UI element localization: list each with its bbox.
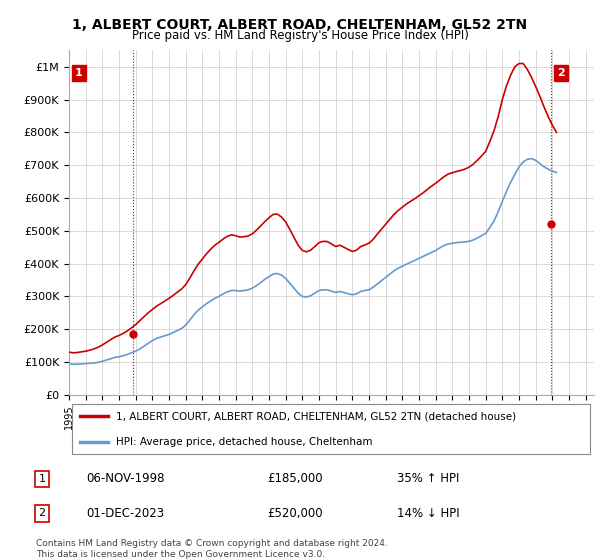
Text: 35% ↑ HPI: 35% ↑ HPI — [397, 472, 459, 485]
Text: 1, ALBERT COURT, ALBERT ROAD, CHELTENHAM, GL52 2TN (detached house): 1, ALBERT COURT, ALBERT ROAD, CHELTENHAM… — [116, 412, 517, 421]
Text: Contains HM Land Registry data © Crown copyright and database right 2024.
This d: Contains HM Land Registry data © Crown c… — [36, 539, 388, 559]
Text: HPI: Average price, detached house, Cheltenham: HPI: Average price, detached house, Chel… — [116, 437, 373, 446]
Text: 1, ALBERT COURT, ALBERT ROAD, CHELTENHAM, GL52 2TN: 1, ALBERT COURT, ALBERT ROAD, CHELTENHAM… — [73, 18, 527, 32]
FancyBboxPatch shape — [71, 404, 590, 454]
Text: £520,000: £520,000 — [267, 507, 323, 520]
Text: 14% ↓ HPI: 14% ↓ HPI — [397, 507, 459, 520]
Text: 1: 1 — [38, 474, 46, 484]
Text: £185,000: £185,000 — [267, 472, 323, 485]
Text: 1: 1 — [75, 68, 83, 78]
Text: Price paid vs. HM Land Registry's House Price Index (HPI): Price paid vs. HM Land Registry's House … — [131, 29, 469, 42]
Text: 01-DEC-2023: 01-DEC-2023 — [86, 507, 164, 520]
Text: 2: 2 — [557, 68, 565, 78]
Text: 2: 2 — [38, 508, 46, 519]
Text: 06-NOV-1998: 06-NOV-1998 — [86, 472, 165, 485]
